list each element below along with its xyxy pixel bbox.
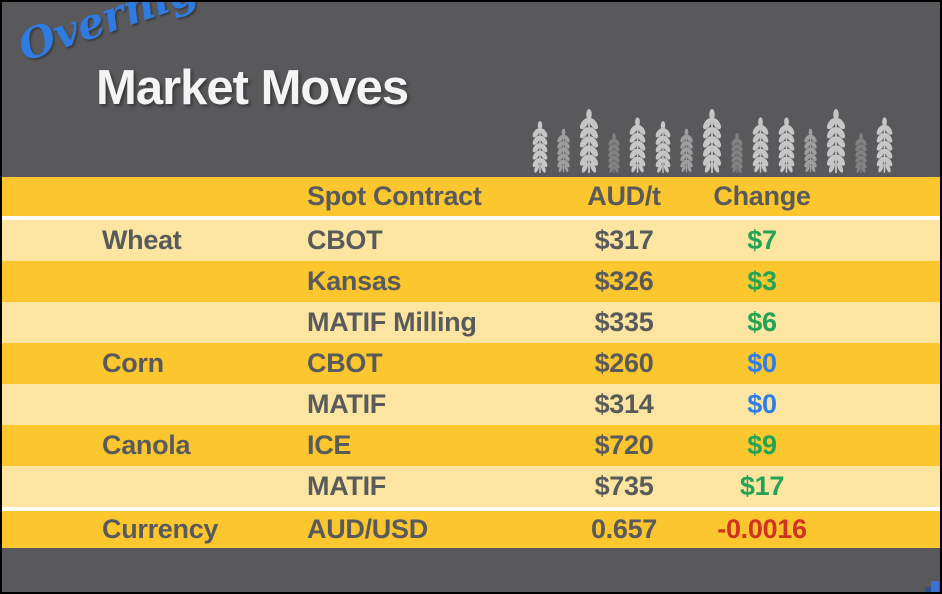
wheat-icon — [628, 117, 647, 173]
column-header-price: AUD/t — [587, 181, 661, 211]
category-cell: Wheat — [102, 225, 182, 255]
price-cell: $314 — [594, 389, 654, 419]
wheat-icon — [803, 128, 818, 173]
row-separator — [2, 216, 940, 220]
contract-cell: AUD/USD — [307, 514, 428, 544]
price-cell: $260 — [594, 348, 654, 378]
wheat-icon — [556, 128, 571, 173]
wheat-icon — [578, 109, 600, 173]
contract-cell: Kansas — [307, 266, 402, 296]
table-row: MATIF $735 $17 — [2, 466, 940, 507]
market-table: Spot Contract AUD/t Change Wheat CBOT $3… — [2, 177, 940, 548]
row-separator — [2, 507, 940, 511]
change-cell: $6 — [747, 307, 777, 337]
contract-cell: CBOT — [307, 225, 383, 255]
contract-cell: ICE — [307, 430, 352, 460]
change-cell: $3 — [747, 266, 777, 296]
table-row: Canola ICE $720 $9 — [2, 425, 940, 466]
table-row: Corn CBOT $260 $0 — [2, 343, 940, 384]
wheat-icon — [854, 133, 868, 173]
table-row: Wheat CBOT $317 $7 — [2, 220, 940, 261]
category-cell: Corn — [102, 348, 164, 378]
table-header-row: Spot Contract AUD/t Change — [2, 177, 940, 216]
contract-cell: MATIF — [307, 471, 386, 501]
change-cell: $0 — [747, 389, 777, 419]
table-row: Kansas $326 $3 — [2, 261, 940, 302]
column-header-contract: Spot Contract — [307, 181, 482, 211]
wheat-icon — [654, 121, 672, 173]
wheat-icon — [679, 128, 694, 173]
price-cell: $317 — [594, 225, 654, 255]
change-cell: $0 — [747, 348, 777, 378]
wheat-icon — [777, 117, 796, 173]
wheat-icon — [730, 133, 744, 173]
wheat-icon — [875, 117, 894, 173]
category-cell: Canola — [102, 430, 191, 460]
change-cell: $17 — [739, 471, 785, 501]
corner-logo-mark — [925, 587, 931, 592]
change-cell: $7 — [747, 225, 777, 255]
price-cell: $735 — [594, 471, 654, 501]
wheat-icon — [531, 121, 549, 173]
change-cell: -0.0016 — [717, 514, 807, 544]
wheat-decoration — [531, 109, 894, 173]
price-cell: 0.657 — [590, 514, 658, 544]
wheat-icon — [701, 109, 723, 173]
price-cell: $335 — [594, 307, 654, 337]
change-cell: $9 — [747, 430, 777, 460]
price-cell: $326 — [594, 266, 654, 296]
header-band: Overnight Market Moves — [2, 2, 940, 177]
page-title: Market Moves — [96, 61, 409, 115]
footer-band — [2, 548, 940, 592]
contract-cell: MATIF Milling — [307, 307, 477, 337]
contract-cell: CBOT — [307, 348, 383, 378]
table-row: MATIF Milling $335 $6 — [2, 302, 940, 343]
wheat-icon — [607, 133, 621, 173]
table-row: Currency AUD/USD 0.657 -0.0016 — [2, 511, 940, 548]
price-cell: $720 — [594, 430, 654, 460]
wheat-icon — [751, 117, 770, 173]
category-cell: Currency — [102, 514, 219, 544]
table-row: MATIF $314 $0 — [2, 384, 940, 425]
corner-logo-mark — [931, 581, 939, 592]
wheat-icon — [825, 109, 847, 173]
column-header-change: Change — [713, 181, 811, 211]
contract-cell: MATIF — [307, 389, 386, 419]
